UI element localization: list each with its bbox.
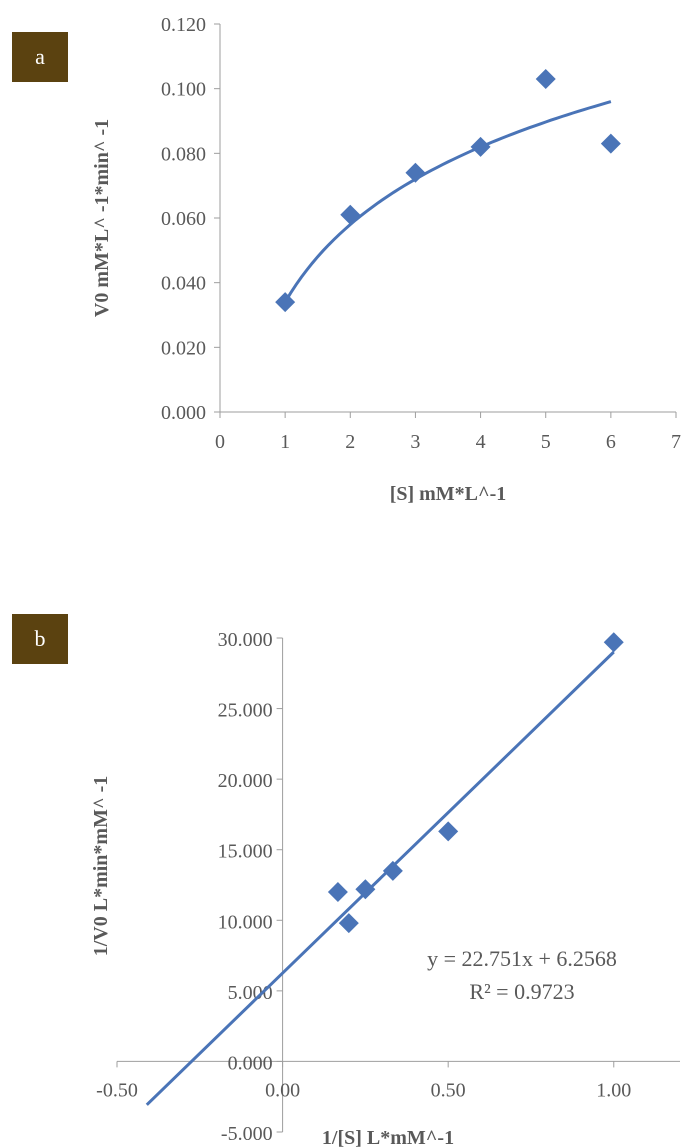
data-point (338, 913, 359, 934)
trendline (145, 650, 615, 1106)
x-tick-label: 2 (345, 431, 355, 453)
y-tick-label: 15.000 (218, 841, 273, 863)
x-tick-label: 1.00 (596, 1079, 631, 1101)
y-tick-label: 0.020 (161, 337, 206, 359)
y-tick-label: 0.040 (161, 273, 206, 295)
y-tick-label: 0.120 (161, 14, 206, 36)
r-squared-label: R² = 0.9723 (469, 979, 574, 1004)
x-tick-label: -0.50 (96, 1079, 138, 1101)
x-tick-label: 1 (280, 431, 290, 453)
y-tick-label: 0.060 (161, 208, 206, 230)
y-tick-label: 30.000 (218, 629, 273, 651)
x-axis-title: 1/[S] L*mM^-1 (322, 1127, 454, 1148)
x-tick-label: 0 (215, 431, 225, 453)
chart-panel-b: -5.000 0.000 5.000 10.000 15.000 20.000 25.000… (0, 600, 684, 1148)
y-tick-label: 0.100 (161, 79, 206, 101)
x-axis-title: [S] mM*L^-1 (390, 483, 507, 505)
data-point (535, 68, 556, 89)
y-axis-title: V0 mM*L^ -1*min^ -1 (91, 119, 113, 317)
data-point (405, 162, 426, 183)
y-tick-label: 10.000 (218, 911, 273, 933)
panel-label-b: b (12, 614, 68, 664)
trendline-equation: y = 22.751x + 6.2568 (427, 946, 617, 971)
x-tick-label: 4 (476, 431, 486, 453)
data-point (438, 821, 459, 842)
panel-label-a: a (12, 32, 68, 82)
x-tick-label: 6 (606, 431, 616, 453)
x-tick-label: 0.00 (265, 1079, 300, 1101)
x-tick-label: 7 (671, 431, 681, 453)
y-tick-label: 5.000 (228, 982, 273, 1004)
data-point (603, 632, 624, 653)
trendline (283, 100, 612, 303)
x-tick-label: 0.50 (431, 1079, 466, 1101)
chart-a-svg: 0.000 0.020 0.040 0.060 0.080 0.100 0.120 0 1 2 3 4… (91, 14, 681, 505)
y-tick-label: 20.000 (218, 770, 273, 792)
data-point (275, 292, 296, 313)
y-tick-label: 0.000 (228, 1052, 273, 1074)
data-point (600, 133, 621, 154)
data-point (382, 860, 403, 881)
y-tick-label: 25.000 (218, 700, 273, 722)
y-tick-label: -5.000 (221, 1123, 273, 1145)
data-point (327, 882, 348, 903)
y-axis-title: 1/V0 L*min*mM^ -1 (90, 776, 112, 957)
data-point (355, 879, 376, 900)
y-tick-label: 0.080 (161, 143, 206, 165)
x-tick-label: 5 (541, 431, 551, 453)
x-tick-label: 3 (410, 431, 420, 453)
chart-b-svg: -5.000 0.000 5.000 10.000 15.000 20.000 25.000… (90, 629, 680, 1148)
y-tick-label: 0.000 (161, 402, 206, 424)
chart-panel-a: 0.000 0.020 0.040 0.060 0.080 0.100 0.120 0 1 2 3 4… (0, 0, 684, 540)
data-point (470, 136, 491, 157)
data-point (340, 204, 361, 225)
